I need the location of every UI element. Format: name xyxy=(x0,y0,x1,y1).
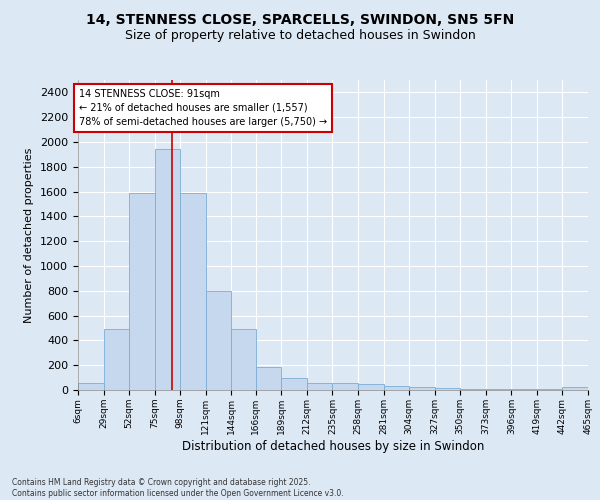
Text: Size of property relative to detached houses in Swindon: Size of property relative to detached ho… xyxy=(125,29,475,42)
Bar xyxy=(155,150,180,390)
Bar xyxy=(307,382,332,390)
Bar xyxy=(232,329,256,390)
Bar xyxy=(104,329,129,390)
Bar xyxy=(281,378,307,390)
Bar xyxy=(256,367,281,390)
Text: 14, STENNESS CLOSE, SPARCELLS, SWINDON, SN5 5FN: 14, STENNESS CLOSE, SPARCELLS, SWINDON, … xyxy=(86,12,514,26)
Bar xyxy=(332,383,358,390)
Y-axis label: Number of detached properties: Number of detached properties xyxy=(25,148,34,322)
Bar xyxy=(562,387,588,390)
Bar xyxy=(180,193,206,390)
Bar xyxy=(129,193,155,390)
Bar xyxy=(358,384,383,390)
Text: Contains HM Land Registry data © Crown copyright and database right 2025.
Contai: Contains HM Land Registry data © Crown c… xyxy=(12,478,344,498)
X-axis label: Distribution of detached houses by size in Swindon: Distribution of detached houses by size … xyxy=(182,440,484,452)
Bar xyxy=(383,386,409,390)
Bar xyxy=(409,387,434,390)
Text: 14 STENNESS CLOSE: 91sqm
← 21% of detached houses are smaller (1,557)
78% of sem: 14 STENNESS CLOSE: 91sqm ← 21% of detach… xyxy=(79,88,327,126)
Bar xyxy=(78,382,104,390)
Bar xyxy=(206,291,232,390)
Bar xyxy=(434,388,460,390)
